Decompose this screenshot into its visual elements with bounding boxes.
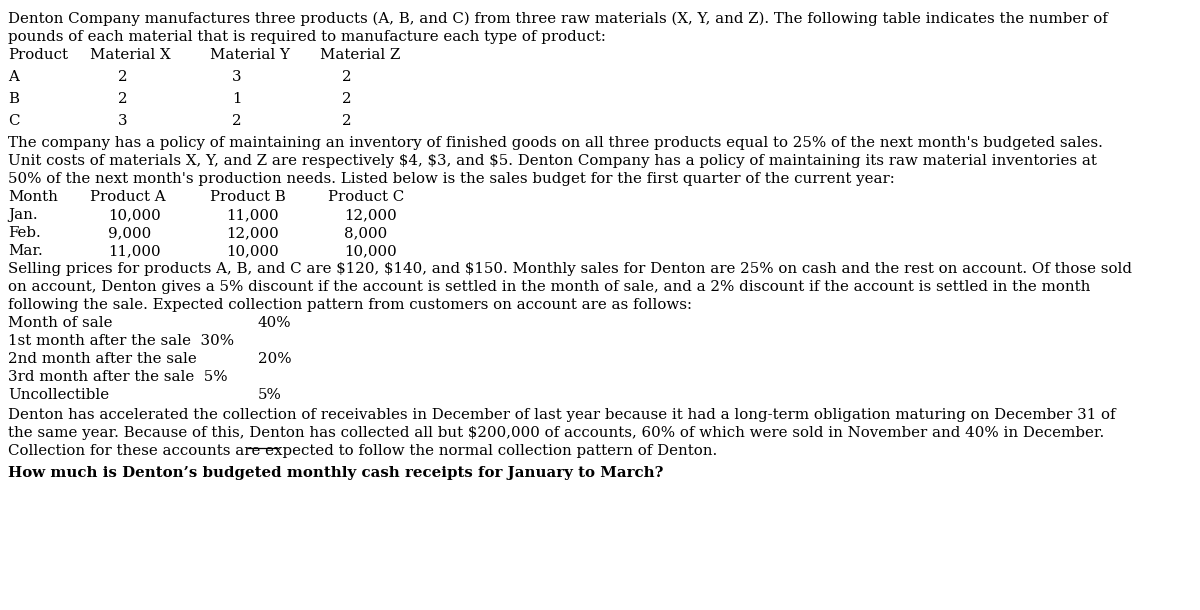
Text: Material Y: Material Y [210,48,290,62]
Text: Denton Company manufactures three products (A, B, and C) from three raw material: Denton Company manufactures three produc… [8,12,1108,26]
Text: 10,000: 10,000 [108,208,161,222]
Text: 5%: 5% [258,388,282,402]
Text: Product B: Product B [210,190,286,204]
Text: Material X: Material X [90,48,170,62]
Text: 2: 2 [118,92,127,106]
Text: 3rd month after the sale  5%: 3rd month after the sale 5% [8,370,228,384]
Text: Product C: Product C [328,190,404,204]
Text: Mar.: Mar. [8,244,43,258]
Text: Product: Product [8,48,68,62]
Text: 10,000: 10,000 [344,244,397,258]
Text: Denton has accelerated the collection of receivables in December of last year be: Denton has accelerated the collection of… [8,408,1116,422]
Text: How much is Denton’s budgeted monthly cash receipts for January to March?: How much is Denton’s budgeted monthly ca… [8,466,664,480]
Text: 10,000: 10,000 [226,244,278,258]
Text: The company has a policy of maintaining an inventory of finished goods on all th: The company has a policy of maintaining … [8,136,1103,150]
Text: Feb.: Feb. [8,226,41,240]
Text: Product A: Product A [90,190,166,204]
Text: Month of sale: Month of sale [8,316,113,330]
Text: 3: 3 [232,70,241,84]
Text: C: C [8,114,19,128]
Text: Month: Month [8,190,58,204]
Text: 2: 2 [118,70,127,84]
Text: 2: 2 [342,92,352,106]
Text: 2: 2 [232,114,241,128]
Text: Material Z: Material Z [320,48,401,62]
Text: 8,000: 8,000 [344,226,388,240]
Text: the same year. Because of this, Denton has collected all but $200,000 of account: the same year. Because of this, Denton h… [8,426,1104,440]
Text: 2nd month after the sale: 2nd month after the sale [8,352,197,366]
Text: 1: 1 [232,92,241,106]
Text: 9,000: 9,000 [108,226,151,240]
Text: 2: 2 [342,70,352,84]
Text: Uncollectible: Uncollectible [8,388,109,402]
Text: 3: 3 [118,114,127,128]
Text: following the sale. Expected collection pattern from customers on account are as: following the sale. Expected collection … [8,298,692,312]
Text: A: A [8,70,19,84]
Text: on account, Denton gives a 5% discount if the account is settled in the month of: on account, Denton gives a 5% discount i… [8,280,1091,294]
Text: 40%: 40% [258,316,292,330]
Text: 1st month after the sale  30%: 1st month after the sale 30% [8,334,234,348]
Text: 50% of the next month's production needs. Listed below is the sales budget for t: 50% of the next month's production needs… [8,172,895,186]
Text: Unit costs of materials X, Y, and Z are respectively $4, $3, and $5. Denton Comp: Unit costs of materials X, Y, and Z are … [8,154,1097,168]
Text: 12,000: 12,000 [344,208,397,222]
Text: B: B [8,92,19,106]
Text: 2: 2 [342,114,352,128]
Text: 12,000: 12,000 [226,226,278,240]
Text: 11,000: 11,000 [108,244,161,258]
Text: 11,000: 11,000 [226,208,278,222]
Text: Jan.: Jan. [8,208,37,222]
Text: 20%: 20% [258,352,292,366]
Text: Collection for these accounts are expected to follow the normal collection patte: Collection for these accounts are expect… [8,444,718,458]
Text: Selling prices for products A, B, and C are $120, $140, and $150. Monthly sales : Selling prices for products A, B, and C … [8,262,1132,276]
Text: pounds of each material that is required to manufacture each type of product:: pounds of each material that is required… [8,30,606,44]
